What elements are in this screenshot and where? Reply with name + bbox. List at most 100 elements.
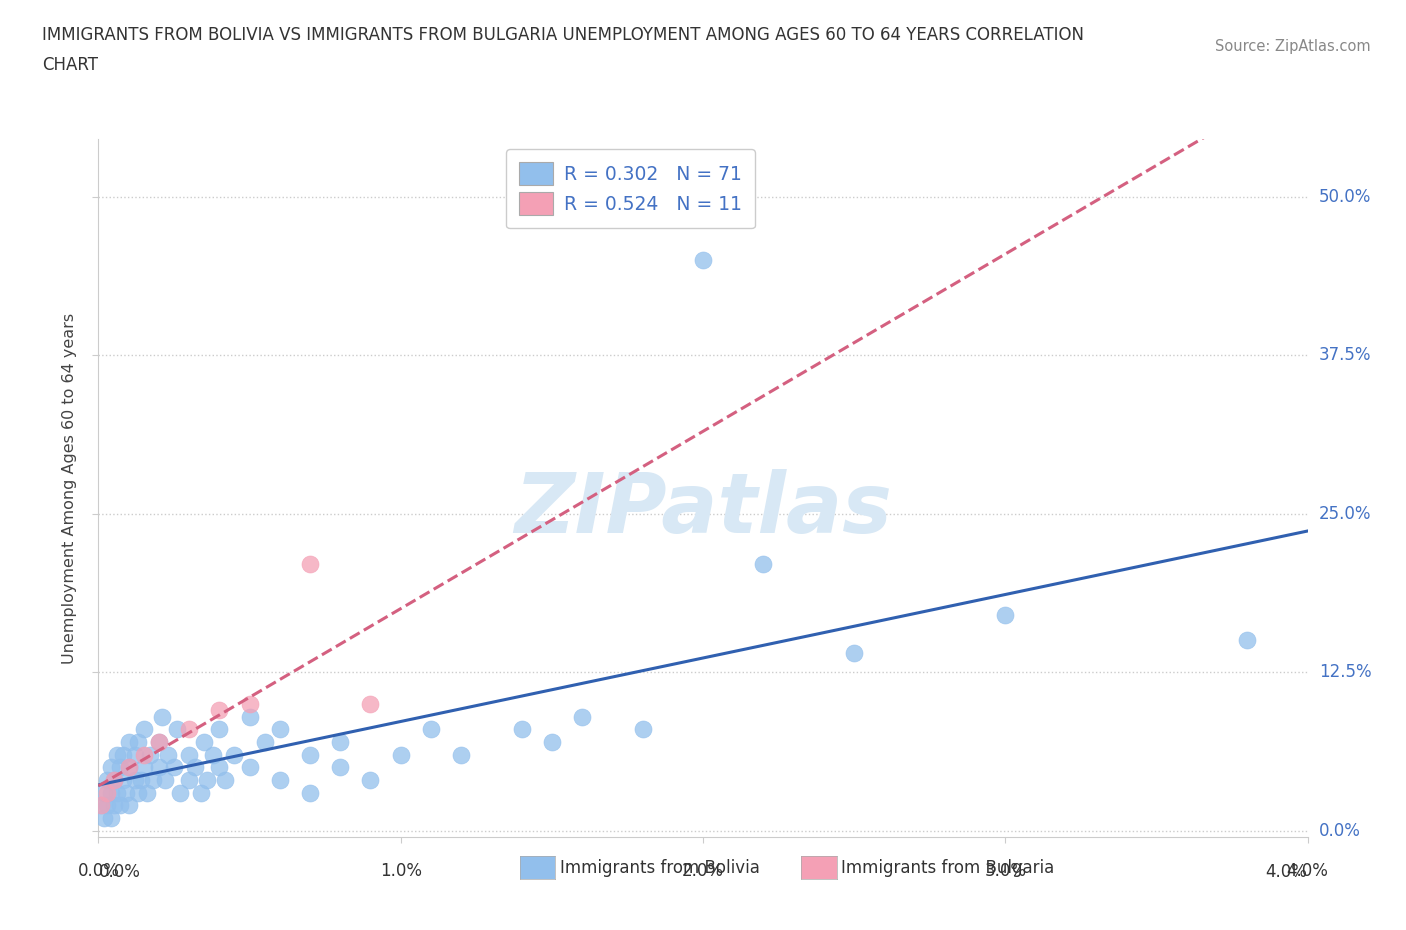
Point — [100, 760, 122, 775]
Text: 2.0%: 2.0% — [682, 862, 724, 880]
Text: Source: ZipAtlas.com: Source: ZipAtlas.com — [1215, 39, 1371, 54]
Point — [631, 722, 654, 737]
Point — [127, 735, 149, 750]
Text: 4.0%: 4.0% — [1265, 863, 1308, 882]
Point — [118, 760, 141, 775]
Point — [93, 785, 115, 800]
Point — [150, 709, 173, 724]
Y-axis label: Unemployment Among Ages 60 to 64 years: Unemployment Among Ages 60 to 64 years — [62, 312, 77, 664]
Point — [844, 645, 866, 660]
Point — [329, 760, 352, 775]
Point — [105, 785, 128, 800]
Point — [224, 747, 246, 762]
Point — [239, 760, 262, 775]
Point — [105, 747, 128, 762]
Point — [129, 773, 152, 788]
Point — [132, 722, 155, 737]
Point — [169, 785, 191, 800]
Point — [329, 735, 352, 750]
Legend: R = 0.302   N = 71, R = 0.524   N = 11: R = 0.302 N = 71, R = 0.524 N = 11 — [506, 149, 755, 229]
Point — [103, 773, 125, 788]
Text: 12.5%: 12.5% — [1319, 663, 1371, 681]
Text: 25.0%: 25.0% — [1319, 505, 1371, 523]
Point — [184, 760, 207, 775]
Point — [103, 773, 125, 788]
Point — [179, 773, 201, 788]
Point — [1236, 633, 1258, 648]
Point — [195, 773, 218, 788]
Text: CHART: CHART — [42, 56, 98, 73]
Point — [124, 773, 146, 788]
Text: 0.0%: 0.0% — [1319, 822, 1361, 840]
Point — [692, 253, 714, 268]
Point — [153, 773, 176, 788]
Point — [208, 760, 231, 775]
Text: 0.0%: 0.0% — [98, 863, 141, 882]
Point — [118, 760, 141, 775]
Point — [540, 735, 562, 750]
Point — [127, 785, 149, 800]
Point — [179, 722, 201, 737]
Point — [96, 785, 118, 800]
Point — [571, 709, 593, 724]
Point — [166, 722, 188, 737]
Point — [253, 735, 276, 750]
Point — [132, 760, 155, 775]
Point — [132, 747, 155, 762]
Point — [752, 557, 775, 572]
Point — [96, 798, 118, 813]
Point — [90, 798, 112, 813]
Point — [96, 773, 118, 788]
Point — [156, 747, 179, 762]
Point — [208, 703, 231, 718]
Text: 37.5%: 37.5% — [1319, 346, 1371, 364]
Point — [359, 773, 381, 788]
Point — [135, 785, 157, 800]
Text: 50.0%: 50.0% — [1319, 188, 1371, 206]
Point — [190, 785, 212, 800]
Point — [90, 798, 112, 813]
Text: 0.0%: 0.0% — [77, 862, 120, 880]
Point — [111, 773, 134, 788]
Point — [118, 735, 141, 750]
Point — [450, 747, 472, 762]
Text: IMMIGRANTS FROM BOLIVIA VS IMMIGRANTS FROM BULGARIA UNEMPLOYMENT AMONG AGES 60 T: IMMIGRANTS FROM BOLIVIA VS IMMIGRANTS FR… — [42, 26, 1084, 44]
Point — [202, 747, 225, 762]
Point — [139, 747, 162, 762]
Point — [269, 722, 291, 737]
Point — [299, 747, 322, 762]
Point — [100, 785, 122, 800]
Point — [163, 760, 186, 775]
Point — [142, 773, 165, 788]
Point — [124, 747, 146, 762]
Point — [111, 747, 134, 762]
Point — [100, 811, 122, 826]
Point — [118, 798, 141, 813]
Point — [208, 722, 231, 737]
Text: ZIPatlas: ZIPatlas — [515, 469, 891, 550]
Point — [108, 760, 131, 775]
Text: 4.0%: 4.0% — [1286, 862, 1329, 880]
Point — [299, 557, 322, 572]
Point — [419, 722, 441, 737]
Point — [148, 760, 170, 775]
Point — [114, 785, 136, 800]
Point — [103, 798, 125, 813]
Text: Immigrants from Bulgaria: Immigrants from Bulgaria — [841, 859, 1054, 877]
Point — [148, 735, 170, 750]
Point — [510, 722, 533, 737]
Point — [93, 811, 115, 826]
Point — [389, 747, 412, 762]
Point — [359, 697, 381, 711]
Point — [269, 773, 291, 788]
Text: 3.0%: 3.0% — [984, 862, 1026, 880]
Point — [994, 607, 1017, 622]
Point — [179, 747, 201, 762]
Point — [239, 709, 262, 724]
Point — [239, 697, 262, 711]
Point — [299, 785, 322, 800]
Point — [148, 735, 170, 750]
Point — [193, 735, 215, 750]
Point — [214, 773, 236, 788]
Point — [108, 798, 131, 813]
